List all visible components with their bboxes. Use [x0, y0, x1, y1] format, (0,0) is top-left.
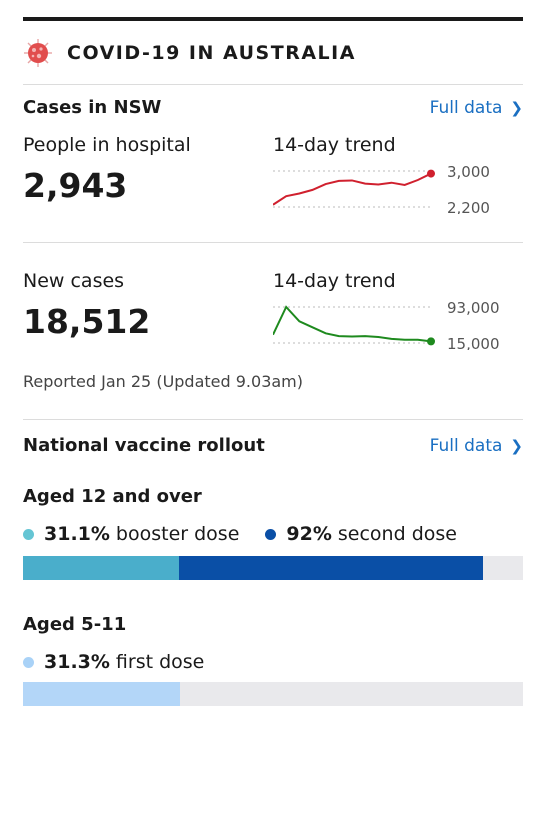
new-cases-trend-label: 14-day trend [273, 270, 396, 292]
aged5-legend: 31.3% first dose [23, 651, 523, 673]
new-cases-stat: New cases 18,512 [23, 270, 273, 368]
min-tick-label: 15,000 [447, 335, 500, 350]
booster-label: booster dose [115, 523, 240, 545]
first-pct: 31.3% [44, 651, 110, 673]
new-cases-row: New cases 18,512 14-day trend 93,000 15,… [23, 270, 523, 368]
aged5-title: Aged 5-11 [23, 614, 127, 635]
second-legend-dot [265, 528, 277, 540]
top-rule [23, 17, 523, 21]
new-cases-trend: 14-day trend 93,000 15,000 [273, 270, 523, 368]
second-label: second dose [337, 523, 457, 545]
hospital-value: 2,943 [23, 166, 128, 205]
cases-section-header: Cases in NSW Full data ❯ [23, 97, 523, 118]
reported-text: Reported Jan 25 (Updated 9.03am) [23, 372, 304, 391]
hospital-label: People in hospital [23, 134, 191, 156]
max-tick-label: 3,000 [447, 163, 490, 181]
widget-title: COVID-19 IN AUSTRALIA [67, 41, 356, 64]
aged5-progress-bar [23, 682, 523, 706]
full-data-label: Full data [429, 435, 503, 456]
latest-point [427, 169, 435, 178]
full-data-label: Full data [429, 97, 503, 118]
divider [23, 419, 523, 420]
new-cases-label: New cases [23, 270, 125, 292]
vaccine-full-data-link[interactable]: Full data ❯ [430, 436, 523, 456]
booster-legend-dot [23, 528, 34, 540]
aged12-legend: 31.1% booster dose 92% second dose [23, 523, 523, 545]
cases-full-data-link[interactable]: Full data ❯ [430, 98, 523, 118]
virus-icon [23, 38, 53, 68]
booster-pct: 31.1% [44, 523, 110, 545]
min-tick-label: 2,200 [447, 199, 490, 214]
second-pct: 92% [286, 523, 332, 545]
vaccine-section-header: National vaccine rollout Full data ❯ [23, 435, 523, 456]
chevron-right-icon: ❯ [510, 98, 523, 117]
first-legend-dot [23, 656, 34, 668]
divider [23, 242, 523, 243]
new-cases-value: 18,512 [23, 302, 151, 341]
aged12-progress-bar [23, 556, 523, 580]
widget-header: COVID-19 IN AUSTRALIA [23, 21, 523, 85]
covid-widget: COVID-19 IN AUSTRALIA Cases in NSW Full … [23, 17, 523, 706]
cases-section-title: Cases in NSW [23, 97, 162, 118]
first-label: first dose [115, 651, 205, 673]
hospital-trend-label: 14-day trend [273, 134, 396, 156]
new-cases-trend-chart: 93,000 15,000 [273, 299, 500, 350]
trend-line [273, 305, 432, 343]
first-dose-fill [23, 682, 180, 706]
booster-dose-fill [23, 556, 179, 580]
trend-line [273, 172, 432, 206]
hospital-trend-chart: 3,000 2,200 [273, 163, 490, 214]
hospital-row: People in hospital 2,943 14-day trend 3,… [23, 134, 523, 236]
chevron-right-icon: ❯ [510, 436, 523, 455]
vaccine-section-title: National vaccine rollout [23, 435, 265, 456]
hospital-stat: People in hospital 2,943 [23, 134, 273, 236]
max-tick-label: 93,000 [447, 299, 500, 317]
latest-point [427, 337, 435, 346]
aged12-title: Aged 12 and over [23, 486, 202, 507]
hospital-trend: 14-day trend 3,000 2,200 [273, 134, 523, 236]
